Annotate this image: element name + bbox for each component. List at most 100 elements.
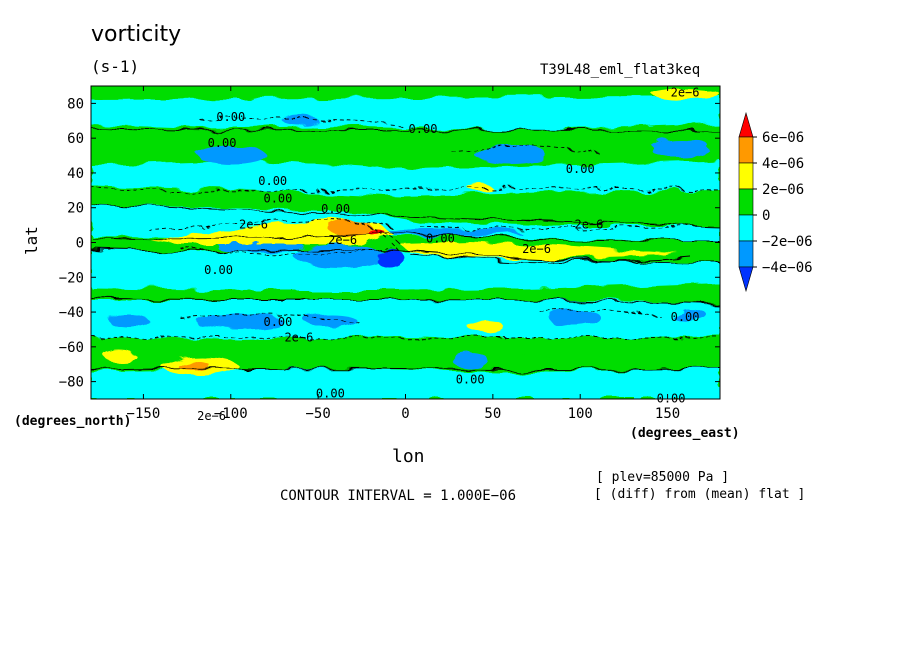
negative-contour [419,225,701,230]
colorbar-label: 0 [762,208,770,224]
units-label: (s-1) [91,57,140,76]
contour-label: 2e−6 [671,85,700,99]
colorbar-segment [738,162,754,190]
negative-contour [539,309,661,317]
y-axis-units: (degrees_north) [14,414,132,429]
y-tick-label: 80 [67,96,84,112]
y-tick-label: −80 [59,375,84,391]
y-tick-label: 60 [67,131,84,147]
contour-label: 0.00 [321,202,350,216]
field-patch [467,320,503,332]
field-patch [468,184,492,192]
contour-label: 2e−6 [575,218,604,232]
colorbar-segment [738,136,754,164]
zero-contour [91,231,720,241]
y-tick-label: 0 [76,236,84,252]
contour-label: 2e−6 [284,331,313,345]
contour-label: 0.00 [456,372,485,386]
cyan-band-polar-south [91,368,720,399]
contour-label: 0.00 [566,162,595,176]
contour-label: 0.00 [216,110,245,124]
y-tick-label: −40 [59,305,84,321]
contour-label: 2e−6 [328,233,357,247]
contour-label: 0.00 [409,122,438,136]
cyan-band-south [91,296,720,340]
negative-contour [367,225,399,251]
cyan-band-north-mid [91,160,720,196]
x-axis-label: lon [392,446,425,467]
field-patch [91,290,720,300]
y-tick-label: 40 [67,166,84,182]
field-patch [652,89,720,99]
contour-label: 0.00 [657,391,686,405]
x-tick-label: −150 [127,406,161,422]
x-tick-label: −100 [214,406,248,422]
field-patch [549,309,601,327]
field-patch [91,128,720,150]
colorbar-segment [738,214,754,242]
contour-label: 0.00 [671,310,700,324]
negative-contour [449,146,601,155]
field-patch [420,338,720,360]
positive-contour [91,297,720,305]
contour-label: 0.00 [263,192,292,206]
contour-label: 0.00 [263,315,292,329]
y-tick-label: 20 [67,201,84,217]
colorbar-label: 2e−06 [762,182,804,198]
x-tick-label: 0 [401,406,409,422]
x-tick-label: 50 [484,406,501,422]
positive-contour [91,127,720,133]
negative-contour [199,117,401,125]
negative-contour [91,187,720,192]
colorbar-label: −2e−06 [762,234,813,250]
field-patch [110,316,150,328]
contour-label: 0.00 [316,386,345,400]
field-patch [196,314,284,330]
x-tick-label: 150 [655,406,680,422]
field-patch [198,146,266,164]
yellow-jet-east [400,242,680,258]
colorbar-bottom-arrow [738,266,754,293]
contour-label: 0.00 [426,232,455,246]
x-tick-label: −50 [305,406,330,422]
negative-contour [179,245,391,255]
colorbar-label: 4e−06 [762,156,804,172]
colorbar-segment [738,188,754,216]
negative-contour [149,219,391,233]
orange-core [328,220,372,236]
field-patch [178,361,210,371]
colorbar-segment [738,240,754,268]
y-tick-label: −60 [59,340,84,356]
contour-label: 0.00 [204,263,233,277]
positive-contour [91,203,720,227]
x-tick-label: 100 [568,406,593,422]
colorbar-label: 6e−06 [762,130,804,146]
field-patch [282,115,318,125]
positive-contour [409,253,691,262]
field-patch [452,352,488,368]
negative-contour [359,221,401,245]
x-axis-units: (degrees_east) [630,426,740,441]
y-axis-label: lat [22,226,41,255]
field-patch [104,351,136,361]
contour-label: 2e−6 [197,409,226,423]
field-patch [672,310,708,322]
contour-label: 2e−6 [522,242,551,256]
difference-note: [ (diff) from (mean) flat ] [594,487,806,502]
field-patch [650,139,710,157]
contour-label: 2e−6 [239,218,268,232]
y-tick-label: −20 [59,270,84,286]
run-name: T39L48_eml_flat3keq [540,62,701,78]
colorbar-top-arrow [738,111,754,138]
contour-label: 0.00 [258,174,287,188]
contour-interval: CONTOUR INTERVAL = 1.000E−06 [280,488,517,504]
cyan-band-north [91,96,720,130]
field-patch [376,248,404,268]
negative-contour [91,335,720,339]
field-patch [294,244,386,268]
negative-contour [179,314,361,323]
contour-label: 0.00 [208,136,237,150]
pressure-level-note: [ plev=85000 Pa ] [596,470,730,485]
colorbar-label: −4e−06 [762,260,813,276]
